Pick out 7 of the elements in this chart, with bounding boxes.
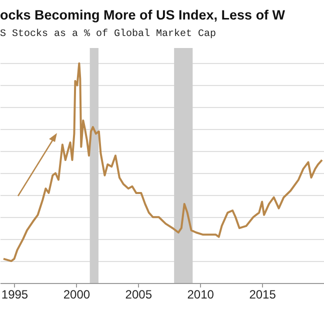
x-tick-label: 2010 <box>187 288 214 302</box>
chart-subtitle: S Stocks as a % of Global Market Cap <box>0 28 216 40</box>
chart-title: ocks Becoming More of US Index, Less of W <box>0 8 286 22</box>
x-tick-label: 2015 <box>249 288 276 302</box>
x-tick-label: 1995 <box>1 288 28 302</box>
x-tick-label: 2000 <box>63 288 90 302</box>
x-tick-label: 2005 <box>125 288 152 302</box>
